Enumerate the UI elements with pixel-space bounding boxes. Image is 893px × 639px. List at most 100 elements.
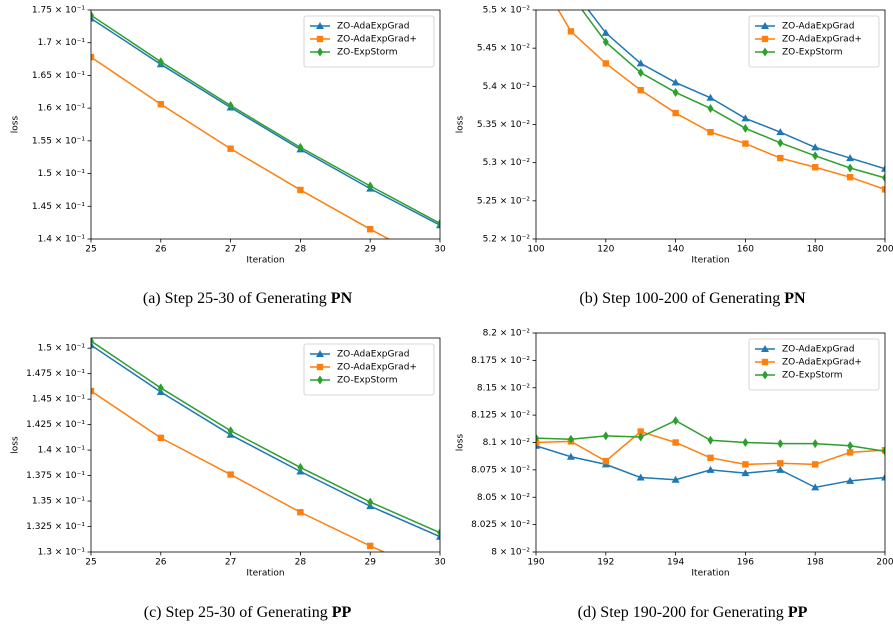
marker — [536, 439, 540, 446]
marker — [882, 446, 885, 456]
y-axis-label: loss — [456, 433, 466, 451]
chart: 8 × 10⁻² 8.025 × 10⁻² 8.05 × 10⁻² 8.075 × 1… — [456, 329, 893, 621]
y-tick-label: 8.15 × 10⁻² — [477, 383, 531, 393]
marker — [567, 28, 575, 35]
marker — [602, 457, 609, 465]
marker — [437, 218, 440, 228]
subcaption: (d) Step 190-200 for Generating PP — [578, 604, 808, 621]
y-tick-label: 1.375 × 10⁻¹ — [26, 471, 85, 481]
y-tick-label: 8.075 × 10⁻² — [471, 465, 530, 475]
legend-label: ZO-AdaExpGrad — [782, 22, 854, 32]
x-tick-label: 200 — [876, 558, 893, 568]
marker — [672, 87, 679, 97]
y-tick-label: 1.4 × 10⁻¹ — [38, 235, 86, 245]
legend-label: ZO-AdaExpGrad — [337, 350, 409, 360]
legend: ZO-AdaExpGrad ZO-AdaExpGrad+ ZO-ExpStorm — [303, 15, 435, 68]
legend-label: ZO-AdaExpGrad+ — [337, 35, 417, 45]
subcaption-text: (c) Step 25-30 of Generating — [144, 604, 328, 621]
marker — [636, 473, 645, 481]
legend-label: ZO-AdaExpGrad — [337, 22, 409, 32]
subcaption-text: (b) Step 100-200 of Generating — [579, 290, 780, 307]
marker — [157, 434, 164, 442]
marker — [761, 345, 769, 352]
marker — [882, 173, 885, 183]
marker — [777, 154, 784, 162]
legend-label: ZO-ExpStorm — [782, 371, 843, 381]
marker — [777, 439, 784, 449]
subcaption: (a) Step 25-30 of Generating PN — [143, 290, 353, 307]
marker — [367, 181, 374, 191]
marker — [881, 186, 885, 193]
subcaption-bold: PN — [331, 290, 353, 307]
marker — [811, 143, 820, 151]
legend-label: ZO-ExpStorm — [337, 376, 398, 386]
marker — [536, 433, 539, 443]
series-line — [91, 17, 440, 226]
legend-label: ZO-AdaExpGrad+ — [782, 358, 862, 368]
x-tick-label: 29 — [364, 558, 376, 568]
y-tick-label: 1.325 × 10⁻¹ — [26, 522, 85, 532]
marker — [437, 528, 440, 538]
y-tick-label: 8.125 × 10⁻² — [471, 411, 530, 421]
y-tick-label: 5.35 × 10⁻² — [477, 120, 531, 130]
marker — [741, 469, 750, 477]
plot-area — [557, 10, 885, 193]
legend: ZO-AdaExpGrad ZO-AdaExpGrad+ ZO-ExpStorm — [748, 15, 880, 68]
subcaption-text: (d) Step 190-200 for Generating — [578, 604, 784, 621]
y-tick-label: 1.3 × 10⁻¹ — [38, 548, 86, 558]
marker — [316, 22, 324, 29]
y-tick-label: 1.475 × 10⁻¹ — [26, 369, 85, 379]
x-tick-label: 28 — [295, 245, 307, 255]
marker — [437, 263, 443, 269]
y-tick-label: 1.55 × 10⁻¹ — [32, 136, 86, 146]
marker — [91, 338, 94, 346]
y-tick-label: 8.1 × 10⁻² — [483, 438, 531, 448]
marker — [761, 22, 769, 29]
marker — [881, 164, 885, 172]
x-tick-label: 100 — [527, 245, 544, 255]
marker — [846, 154, 855, 162]
marker — [742, 123, 749, 133]
subcaption-text: (a) Step 25-30 of Generating — [143, 290, 327, 307]
y-tick-label: 1.45 × 10⁻¹ — [32, 395, 86, 405]
marker — [602, 37, 609, 47]
chart: 1.4 × 10⁻¹ 1.45 × 10⁻¹ 1.5 × 10⁻¹ 1.55 × 10… — [11, 6, 446, 307]
marker — [566, 452, 575, 460]
marker — [227, 145, 234, 152]
marker — [776, 465, 785, 473]
marker — [297, 509, 304, 516]
x-tick-label: 198 — [807, 558, 824, 568]
y-axis-label: loss — [11, 436, 21, 454]
legend-label: ZO-AdaExpGrad+ — [337, 363, 417, 373]
marker — [367, 225, 374, 233]
marker — [847, 163, 854, 173]
legend: ZO-AdaExpGrad ZO-AdaExpGrad+ ZO-ExpStorm — [303, 343, 435, 396]
subcaption-bold: PP — [332, 604, 352, 621]
subcaption: (b) Step 100-200 of Generating PN — [579, 290, 806, 307]
legend-label: ZO-ExpStorm — [782, 48, 843, 58]
marker — [847, 441, 854, 451]
marker — [707, 103, 714, 113]
series-line — [91, 344, 440, 538]
marker — [741, 114, 750, 122]
marker — [91, 53, 95, 61]
marker — [317, 375, 323, 385]
marker — [811, 483, 820, 491]
x-axis-label: Iteration — [691, 569, 729, 579]
y-tick-label: 5.2 × 10⁻² — [483, 235, 531, 245]
legend-label: ZO-AdaExpGrad+ — [782, 35, 862, 45]
legend-label: ZO-ExpStorm — [337, 48, 398, 58]
y-tick-label: 8.025 × 10⁻² — [471, 520, 530, 530]
marker — [776, 128, 785, 136]
x-axis-label: Iteration — [246, 569, 284, 579]
x-tick-label: 28 — [295, 558, 307, 568]
x-tick-label: 26 — [155, 245, 167, 255]
marker — [812, 461, 819, 468]
y-tick-label: 1.65 × 10⁻¹ — [32, 71, 86, 81]
marker — [297, 142, 304, 152]
marker — [707, 435, 714, 445]
marker — [602, 60, 609, 67]
axes-frame — [535, 9, 886, 240]
y-tick-label: 5.45 × 10⁻² — [477, 44, 531, 54]
